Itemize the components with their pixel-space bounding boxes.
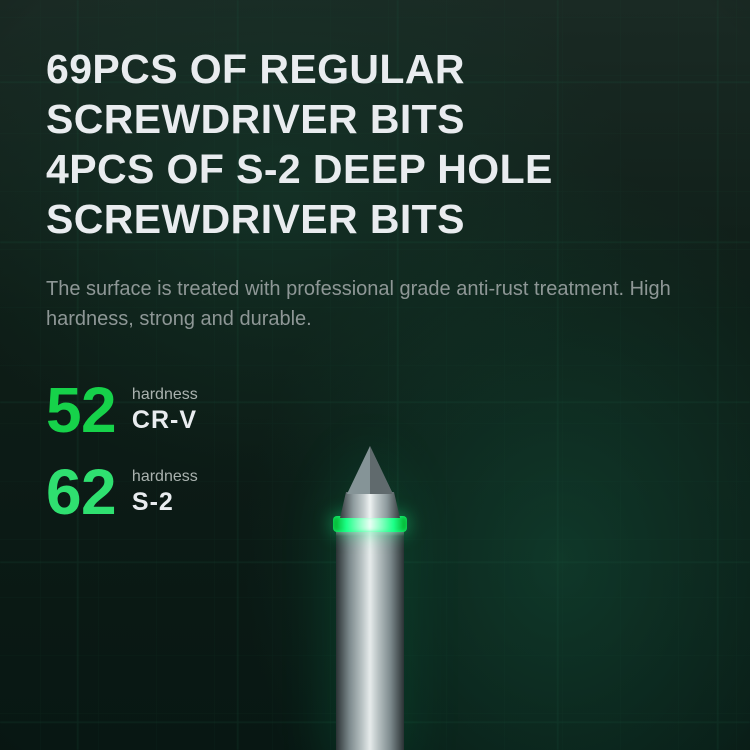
stat-s2-value: 62: [46, 460, 116, 524]
stat-crv-value: 52: [46, 378, 116, 442]
stat-crv-labels: hardness CR-V: [132, 386, 198, 433]
headline-line-3: 4PCS OF S-2 DEEP HOLE: [46, 144, 704, 194]
content-area: 69PCS OF REGULAR SCREWDRIVER BITS 4PCS O…: [0, 0, 750, 750]
stat-s2-main: S-2: [132, 489, 198, 516]
headline-line-2: SCREWDRIVER BITS: [46, 94, 704, 144]
stat-crv: 52 hardness CR-V: [46, 378, 704, 442]
hardness-stats: 52 hardness CR-V 62 hardness S-2: [46, 378, 704, 524]
stat-s2-sub: hardness: [132, 468, 198, 485]
headline-line-4: SCREWDRIVER BITS: [46, 194, 704, 244]
description-text: The surface is treated with professional…: [46, 274, 686, 334]
stat-crv-main: CR-V: [132, 407, 198, 434]
headline-line-1: 69PCS OF REGULAR: [46, 44, 704, 94]
stat-s2: 62 hardness S-2: [46, 460, 704, 524]
stat-s2-labels: hardness S-2: [132, 468, 198, 515]
stat-crv-sub: hardness: [132, 386, 198, 403]
headline: 69PCS OF REGULAR SCREWDRIVER BITS 4PCS O…: [46, 44, 704, 244]
